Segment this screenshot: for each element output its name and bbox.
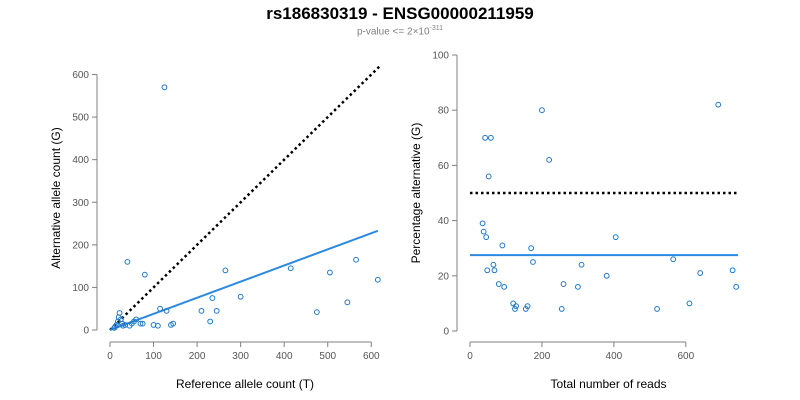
left-x-tick-label: 0 [107, 351, 113, 362]
left-data-point [139, 320, 146, 327]
left-x-axis-label: Reference allele count (T) [176, 377, 314, 391]
left-data-point [170, 320, 177, 327]
left-data-point [198, 307, 205, 314]
left-data-point [133, 316, 140, 323]
right-data-point [530, 259, 536, 265]
left-y-tick-label: 500 [72, 113, 89, 124]
right-y-tick-label: 60 [438, 161, 450, 172]
right-data-point [490, 261, 497, 268]
right-x-axis-label: Total number of reads [550, 377, 666, 391]
left-y-tick-label: 200 [72, 240, 89, 251]
right-data-point [513, 303, 519, 310]
left-x-tick-label: 300 [232, 351, 249, 362]
right-data-point [501, 283, 508, 290]
subtitle-prefix: p-value <= 2×10 [356, 26, 430, 38]
left-data-point [237, 293, 244, 300]
chart-subtitle: p-value <= 2×10-311 [0, 25, 800, 37]
right-data-point [539, 107, 545, 114]
right-data-point [510, 300, 517, 307]
right-x-tick-label: 400 [606, 351, 623, 362]
right-data-point [670, 256, 677, 263]
right-data-point [612, 234, 619, 241]
right-x-tick-label: 600 [678, 351, 695, 362]
left-data-point [374, 276, 381, 283]
left-data-point [116, 310, 123, 316]
left-reference-line [109, 65, 381, 331]
right-data-point [479, 220, 486, 227]
left-data-point [161, 84, 168, 91]
right-data-point [603, 272, 610, 279]
right-data-point [487, 134, 494, 141]
right-y-tick-label: 40 [438, 216, 450, 227]
right-data-point [495, 281, 502, 287]
right-data-point [733, 283, 740, 290]
left-data-point [207, 318, 214, 325]
left-data-point [222, 267, 229, 274]
right-data-point [558, 306, 565, 312]
left-data-point [353, 256, 359, 263]
left-data-point [124, 258, 131, 265]
left-data-point [344, 299, 351, 306]
right-data-point [480, 228, 487, 235]
left-data-point [213, 307, 220, 314]
right-y-tick-label: 0 [443, 327, 449, 338]
right-y-tick-label: 20 [438, 271, 450, 282]
left-data-point [163, 307, 170, 314]
left-y-axis-label: Alternative allele count (G) [49, 127, 63, 268]
right-x-tick-label: 200 [534, 351, 551, 362]
left-data-point [157, 305, 163, 312]
left-data-point [137, 320, 144, 327]
right-data-point [491, 267, 498, 274]
left-data-point [113, 321, 120, 328]
left-y-tick-label: 600 [72, 70, 89, 81]
left-y-tick-label: 300 [72, 198, 89, 209]
left-x-tick-label: 400 [276, 351, 293, 362]
left-y-tick-label: 400 [72, 155, 89, 166]
right-data-point [484, 267, 491, 274]
left-x-tick-label: 200 [189, 351, 206, 362]
chart-title: rs186830319 - ENSG00000211959 [266, 4, 534, 23]
right-y-tick-label: 100 [432, 51, 449, 62]
right-data-point [482, 134, 489, 141]
right-data-point [654, 306, 660, 312]
subtitle-exponent: -311 [429, 25, 444, 32]
right-data-point [578, 261, 585, 268]
right-data-point [575, 283, 581, 290]
left-x-tick-label: 100 [145, 351, 162, 362]
right-data-point [546, 156, 553, 163]
left-y-tick-label: 0 [83, 326, 89, 337]
right-data-point [715, 101, 722, 108]
left-y-tick-label: 100 [72, 283, 89, 294]
right-data-point [528, 245, 535, 252]
right-data-point [729, 267, 736, 274]
right-data-point [499, 242, 506, 249]
right-data-point [686, 300, 693, 307]
left-fit-line [109, 229, 379, 331]
left-data-point [141, 271, 148, 278]
right-data-point [485, 173, 492, 180]
left-data-point [327, 269, 333, 276]
right-y-tick-label: 80 [438, 106, 450, 117]
left-data-point [287, 265, 294, 272]
left-data-point [155, 322, 161, 329]
right-x-tick-label: 0 [467, 351, 473, 362]
right-data-point [512, 306, 518, 312]
right-data-point [697, 270, 704, 276]
left-x-tick-label: 500 [319, 351, 336, 362]
right-data-point [483, 234, 490, 241]
left-x-tick-label: 600 [363, 351, 380, 362]
left-data-point [209, 295, 216, 301]
right-y-axis-label: Percentage alternative (G) [409, 123, 423, 264]
right-data-point [560, 281, 567, 287]
right-data-point [524, 303, 531, 310]
left-data-point [313, 309, 320, 316]
